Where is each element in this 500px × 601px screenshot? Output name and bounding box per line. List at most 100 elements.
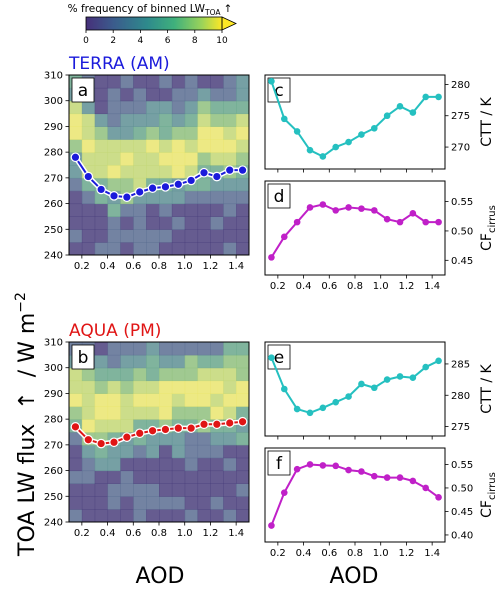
data-point xyxy=(280,233,288,241)
heatmap-cell xyxy=(197,406,211,420)
data-point xyxy=(237,165,248,175)
heatmap-cell xyxy=(197,444,211,459)
heatmap-cell xyxy=(133,165,147,179)
heatmap-cell xyxy=(120,177,134,192)
heatmap-cell xyxy=(184,496,199,510)
heatmap-cell xyxy=(184,216,199,230)
heatmap-cell xyxy=(146,470,160,484)
heatmap-cell xyxy=(69,190,83,205)
data-point xyxy=(306,409,314,417)
heatmap-cell xyxy=(107,100,121,115)
data-point xyxy=(370,124,378,132)
heatmap-cell xyxy=(120,165,134,179)
data-point xyxy=(96,438,106,449)
data-point xyxy=(70,152,81,163)
heatmap-cell xyxy=(146,75,160,89)
heatmap-cell xyxy=(120,509,134,523)
heatmap-cell xyxy=(107,406,121,420)
heatmap-cell xyxy=(133,393,147,407)
heatmap-cell xyxy=(133,470,147,484)
data-point xyxy=(383,215,391,223)
y-tick-label: 275 xyxy=(451,422,470,433)
heatmap-cell xyxy=(133,229,147,243)
heatmap-cell xyxy=(171,342,186,356)
heatmap-cell xyxy=(197,380,211,394)
data-point xyxy=(147,425,158,436)
heatmap-cell xyxy=(69,380,83,394)
heatmap-cell xyxy=(197,242,211,256)
data-point xyxy=(186,423,196,433)
heatmap-cell xyxy=(69,393,83,407)
data-point xyxy=(293,218,301,226)
heatmap-cell xyxy=(223,393,237,407)
heatmap-cell xyxy=(184,242,199,256)
heatmap-cell xyxy=(107,393,121,407)
heatmap-cell xyxy=(223,496,237,510)
heatmap-cell xyxy=(146,496,160,510)
heatmap-cell xyxy=(184,229,199,243)
data-point xyxy=(70,422,81,432)
data-point xyxy=(358,380,365,388)
data-point xyxy=(160,424,171,435)
heatmap-cell xyxy=(210,444,224,459)
data-point xyxy=(122,432,132,442)
heatmap-cell xyxy=(236,152,250,166)
heatmap-cell xyxy=(94,100,109,115)
heatmap-cell xyxy=(133,152,147,166)
heatmap-cell xyxy=(171,393,186,407)
heatmap-cell xyxy=(210,432,224,446)
heatmap-cell xyxy=(236,242,250,256)
y-tick-label: 0.50 xyxy=(451,226,473,237)
data-point xyxy=(199,167,209,178)
heatmap-cell xyxy=(197,126,211,140)
heatmap-cell xyxy=(133,203,147,217)
heatmap-cell xyxy=(133,342,147,356)
heatmap-cell xyxy=(146,100,160,115)
heatmap-cell xyxy=(81,152,96,166)
heatmap-cell xyxy=(146,444,160,459)
heatmap-cell xyxy=(159,342,173,356)
heatmap-cell xyxy=(236,380,250,394)
heatmap-cell xyxy=(197,509,211,523)
data-point xyxy=(280,489,288,496)
panel-f: 0.2 0.4 0.6 0.8 1.0 1.2 1.4 0.40 0.45 0.50 0.55 CFc… xyxy=(264,447,498,559)
heatmap-cell xyxy=(184,152,199,166)
heatmap-cell xyxy=(184,342,199,356)
y-tick-label: 290 xyxy=(44,122,63,133)
heatmap-cell xyxy=(223,342,237,356)
heatmap-cell xyxy=(69,406,83,420)
heatmap-cell xyxy=(210,393,224,407)
heatmap-cell xyxy=(81,139,96,153)
heatmap-cell xyxy=(159,242,173,256)
x-tick-label: 1.4 xyxy=(424,548,440,559)
y-tick-label: 275 xyxy=(451,111,470,122)
heatmap-cell xyxy=(133,354,147,369)
heatmap-cell xyxy=(120,483,134,497)
heatmap-cell xyxy=(159,152,173,166)
heatmap-cell xyxy=(107,380,121,394)
heatmap-cell xyxy=(210,126,224,140)
y-tick-label: 0.55 xyxy=(451,197,473,208)
heatmap-cell xyxy=(236,113,250,127)
heatmap-cell xyxy=(133,242,147,256)
data-point xyxy=(122,192,132,202)
plot-area xyxy=(265,181,445,275)
heatmap-cell xyxy=(236,100,250,115)
y-tick-label: 310 xyxy=(44,338,63,349)
heatmap-cell xyxy=(184,444,199,459)
heatmap-cell xyxy=(223,380,237,394)
heatmap-cell xyxy=(107,126,121,140)
heatmap-cell xyxy=(171,354,186,369)
heatmap-cell xyxy=(171,165,186,179)
colorbar-extend-arrow xyxy=(221,16,237,31)
heatmap-cell xyxy=(120,100,134,115)
heatmap-cell xyxy=(94,406,109,420)
y-tick-label: 285 xyxy=(451,359,470,370)
heatmap-cell xyxy=(184,393,199,407)
panel-title: TERRA (AM) xyxy=(68,54,170,74)
heatmap-cell xyxy=(159,406,173,420)
data-point xyxy=(96,184,106,195)
heatmap-cell xyxy=(146,406,160,420)
heatmap-cell xyxy=(223,470,237,484)
heatmap-cell xyxy=(94,444,109,459)
